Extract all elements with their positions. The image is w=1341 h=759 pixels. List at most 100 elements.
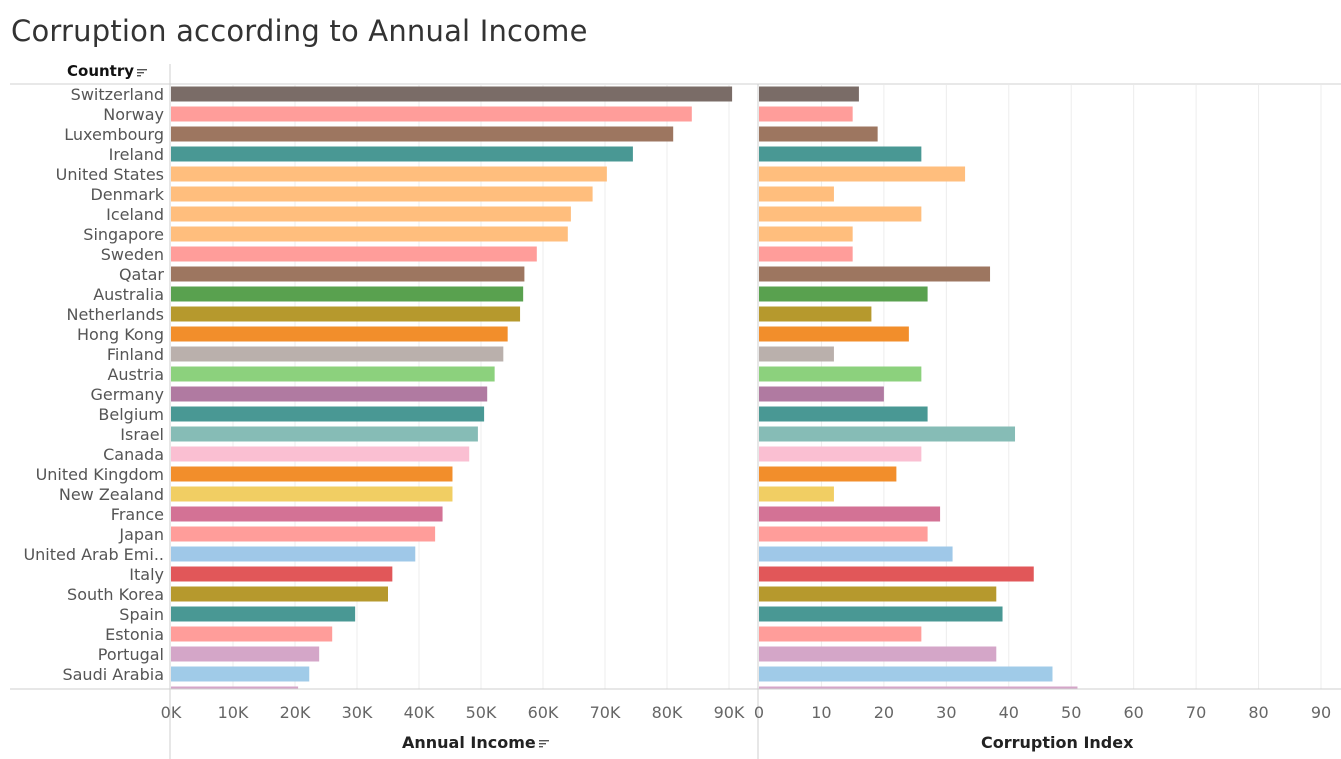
- annual-income-bar[interactable]: [171, 406, 485, 422]
- country-label[interactable]: Sweden: [101, 245, 164, 264]
- country-label[interactable]: Finland: [107, 345, 164, 364]
- corruption-index-bar[interactable]: [759, 346, 834, 362]
- corruption-index-bar[interactable]: [759, 126, 878, 142]
- annual-income-tick-label: 20K: [280, 703, 311, 722]
- corruption-index-bar[interactable]: [759, 326, 909, 342]
- corruption-index-bar[interactable]: [759, 526, 928, 542]
- country-column-header[interactable]: Country: [67, 62, 148, 80]
- annual-income-bar[interactable]: [171, 506, 443, 522]
- sort-descending-icon[interactable]: [538, 739, 550, 749]
- annual-income-bar[interactable]: [171, 306, 521, 322]
- annual-income-bar[interactable]: [171, 86, 733, 102]
- country-label[interactable]: Israel: [120, 425, 164, 444]
- annual-income-tick-label: 90K: [714, 703, 745, 722]
- corruption-index-bar[interactable]: [759, 566, 1034, 582]
- country-label[interactable]: Qatar: [119, 265, 164, 284]
- corruption-index-bar[interactable]: [759, 466, 897, 482]
- corruption-index-bar[interactable]: [759, 446, 922, 462]
- annual-income-bar[interactable]: [171, 646, 320, 662]
- corruption-index-bar[interactable]: [759, 506, 941, 522]
- country-label[interactable]: Japan: [118, 525, 164, 544]
- country-label[interactable]: Austria: [107, 365, 164, 384]
- country-label[interactable]: Saudi Arabia: [62, 665, 164, 684]
- x-axes: [0, 688, 1341, 759]
- annual-income-bar[interactable]: [171, 626, 333, 642]
- corruption-index-bar[interactable]: [759, 106, 853, 122]
- country-label[interactable]: United Arab Emi..: [23, 545, 164, 564]
- annual-income-bar[interactable]: [171, 606, 356, 622]
- country-label[interactable]: Germany: [90, 385, 164, 404]
- corruption-index-bar[interactable]: [759, 546, 953, 562]
- country-label[interactable]: United Kingdom: [36, 465, 164, 484]
- corruption-index-bar[interactable]: [759, 586, 997, 602]
- corruption-index-bar[interactable]: [759, 246, 853, 262]
- country-label[interactable]: New Zealand: [59, 485, 164, 504]
- annual-income-bar[interactable]: [171, 566, 393, 582]
- corruption-index-bar[interactable]: [759, 406, 928, 422]
- country-label[interactable]: Singapore: [83, 225, 164, 244]
- corruption-index-bar[interactable]: [759, 186, 834, 202]
- annual-income-bar[interactable]: [171, 286, 524, 302]
- country-label[interactable]: Australia: [93, 285, 164, 304]
- annual-income-bar[interactable]: [171, 386, 488, 402]
- corruption-index-bar[interactable]: [759, 626, 922, 642]
- annual-income-bar[interactable]: [171, 366, 495, 382]
- country-label[interactable]: Canada: [103, 445, 164, 464]
- annual-income-bar[interactable]: [171, 146, 633, 162]
- corruption-index-bar[interactable]: [759, 646, 997, 662]
- country-label[interactable]: Luxembourg: [64, 125, 164, 144]
- annual-income-bar[interactable]: [171, 466, 453, 482]
- sort-descending-icon[interactable]: [136, 67, 148, 77]
- country-label[interactable]: Spain: [119, 605, 164, 624]
- corruption-index-bar[interactable]: [759, 606, 1003, 622]
- annual-income-bar[interactable]: [171, 206, 571, 222]
- annual-income-bar[interactable]: [171, 486, 453, 502]
- annual-income-bar[interactable]: [171, 106, 692, 122]
- country-label[interactable]: France: [111, 505, 164, 524]
- annual-income-tick-label: 10K: [218, 703, 249, 722]
- corruption-index-bar[interactable]: [759, 386, 884, 402]
- annual-income-bar[interactable]: [171, 586, 388, 602]
- annual-income-bar[interactable]: [171, 126, 674, 142]
- country-label[interactable]: Netherlands: [66, 305, 164, 324]
- corruption-index-bar[interactable]: [759, 666, 1053, 682]
- corruption-index-bar[interactable]: [759, 366, 922, 382]
- corruption-index-bar[interactable]: [759, 166, 966, 182]
- country-label[interactable]: Hong Kong: [77, 325, 164, 344]
- annual-income-bar[interactable]: [171, 526, 436, 542]
- country-label[interactable]: Belgium: [98, 405, 164, 424]
- annual-income-bar[interactable]: [171, 326, 508, 342]
- country-label[interactable]: Iceland: [106, 205, 164, 224]
- country-label[interactable]: South Korea: [67, 585, 164, 604]
- corruption-index-bar[interactable]: [759, 86, 859, 102]
- country-label[interactable]: Ireland: [109, 145, 164, 164]
- corruption-index-bar[interactable]: [759, 206, 922, 222]
- corruption-index-bar[interactable]: [759, 306, 872, 322]
- country-label[interactable]: Norway: [103, 105, 164, 124]
- corruption-index-bar[interactable]: [759, 286, 928, 302]
- country-label[interactable]: Portugal: [98, 645, 164, 664]
- annual-income-bar[interactable]: [171, 426, 478, 442]
- corruption-index-bar[interactable]: [759, 426, 1016, 442]
- annual-income-bar[interactable]: [171, 166, 607, 182]
- corruption-index-tick-label: 50: [1061, 703, 1081, 722]
- corruption-index-bar[interactable]: [759, 146, 922, 162]
- corruption-index-bar[interactable]: [759, 266, 991, 282]
- annual-income-axis-title[interactable]: Annual Income: [402, 733, 550, 752]
- country-label[interactable]: Denmark: [90, 185, 164, 204]
- country-label[interactable]: Estonia: [105, 625, 164, 644]
- corruption-index-tick-label: 90: [1311, 703, 1331, 722]
- corruption-index-bar[interactable]: [759, 486, 834, 502]
- annual-income-bar[interactable]: [171, 186, 593, 202]
- corruption-index-bar[interactable]: [759, 226, 853, 242]
- annual-income-bar[interactable]: [171, 446, 470, 462]
- country-label[interactable]: United States: [56, 165, 164, 184]
- annual-income-bar[interactable]: [171, 666, 310, 682]
- annual-income-bar[interactable]: [171, 226, 568, 242]
- country-label[interactable]: Switzerland: [71, 85, 164, 104]
- annual-income-bar[interactable]: [171, 266, 525, 282]
- annual-income-bar[interactable]: [171, 246, 537, 262]
- annual-income-bar[interactable]: [171, 546, 416, 562]
- annual-income-bar[interactable]: [171, 346, 504, 362]
- country-label[interactable]: Italy: [129, 565, 164, 584]
